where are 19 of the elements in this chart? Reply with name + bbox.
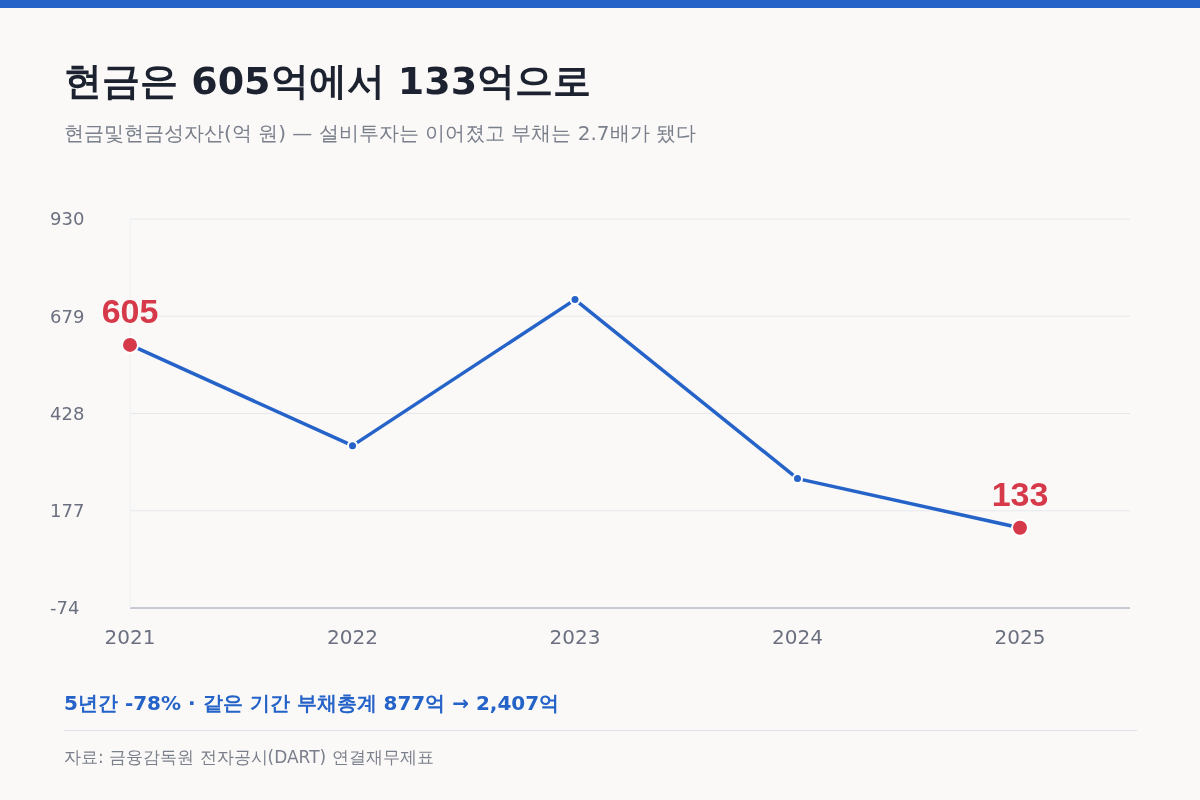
y-tick-label: 428 bbox=[50, 402, 85, 424]
x-tick-label: 2023 bbox=[549, 625, 601, 650]
x-tick-label: 2022 bbox=[327, 625, 378, 650]
text: 자료: 금융감독원 전자공시(DART) 연결재무제표 bbox=[64, 746, 434, 769]
point bbox=[792, 473, 803, 485]
x-tick-label: 2024 bbox=[772, 625, 823, 650]
y-tick-label: 679 bbox=[50, 305, 85, 327]
x-tick-label: 2025 bbox=[994, 625, 1046, 650]
text: 5년간 -78% · 같은 기간 부채총계 877억 → 2,407억 bbox=[64, 690, 560, 717]
y-tick-label: -74 bbox=[50, 597, 80, 619]
chart-subtitle: 현금및현금성자산(억 원) — 설비투자는 이어졌고 부채는 2.7배가 됐다 bbox=[64, 120, 696, 147]
y-tick-label: 177 bbox=[50, 500, 85, 522]
data-label: 133 bbox=[991, 474, 1049, 513]
x-tick-label: 2021 bbox=[104, 625, 156, 650]
point bbox=[347, 440, 358, 452]
chart-title: 현금은 605억에서 133억으로 bbox=[64, 58, 592, 105]
data-label: 605 bbox=[101, 291, 159, 330]
point bbox=[569, 294, 581, 306]
y-tick-label: 930 bbox=[50, 208, 85, 230]
